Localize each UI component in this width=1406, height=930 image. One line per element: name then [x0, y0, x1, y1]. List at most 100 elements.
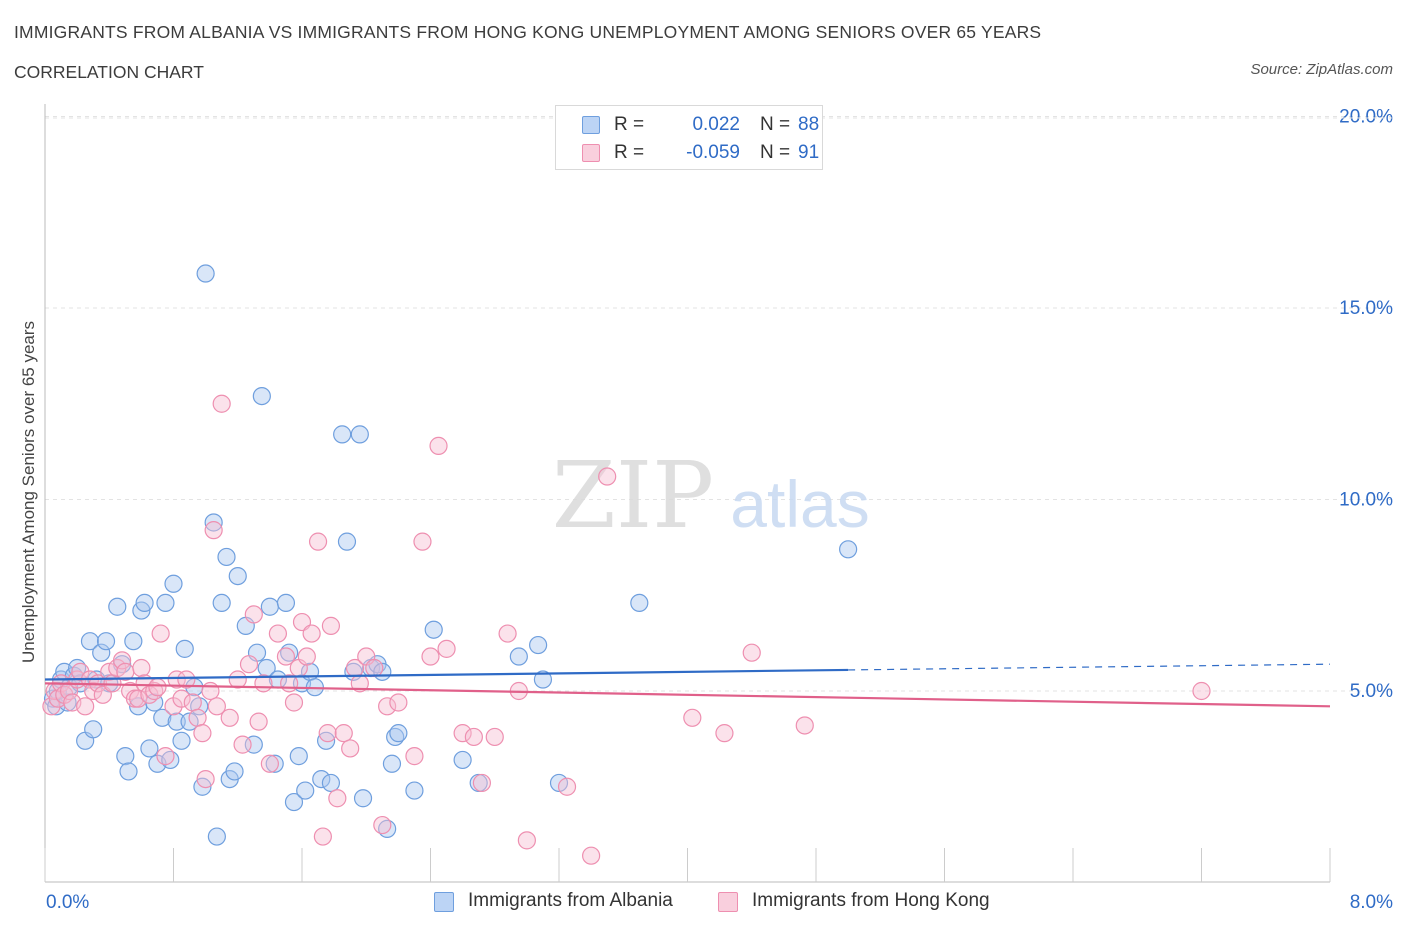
hongkong-point — [313, 827, 332, 846]
albania-point — [116, 747, 135, 766]
hongkong-point — [683, 708, 702, 727]
source-note: Source: ZipAtlas.com — [1250, 61, 1393, 78]
hongkong-point — [365, 658, 384, 678]
hongkong-point — [413, 532, 432, 551]
albania-point — [135, 593, 154, 613]
albania-n-label: N = — [760, 114, 791, 135]
albania-legend-label: Immigrants from Albania — [468, 890, 673, 911]
hongkong-point — [151, 624, 170, 643]
albania-point — [276, 593, 296, 613]
hongkong-point — [71, 662, 90, 681]
hongkong-point — [485, 727, 504, 747]
albania-point — [124, 632, 143, 651]
albania-point — [839, 540, 858, 559]
hongkong-point — [598, 467, 617, 486]
hongkong-point — [421, 647, 440, 666]
albania-point — [630, 593, 649, 613]
hongkong-point — [742, 643, 761, 662]
y-axis-label: Unemployment Among Seniors over 65 years — [19, 321, 38, 663]
hongkong-r-value: -0.059 — [686, 142, 740, 163]
chart-title: IMMIGRANTS FROM ALBANIA VS IMMIGRANTS FR… — [14, 22, 1042, 42]
hongkong-point — [328, 789, 347, 808]
hongkong-point — [148, 678, 167, 697]
albania-n-value: 88 — [798, 114, 820, 135]
albania-r-value: 0.022 — [692, 114, 740, 135]
albania-point — [156, 593, 175, 613]
x-tick-label-min: 0.0% — [46, 892, 89, 913]
hongkong-point — [517, 831, 536, 850]
hongkong-r-label: R = — [614, 142, 645, 163]
hongkong-point — [249, 712, 268, 731]
hongkong-point — [129, 689, 148, 708]
hongkong-point — [228, 670, 247, 689]
albania-point — [424, 620, 443, 639]
albania-point — [196, 264, 215, 283]
hongkong-point — [308, 532, 328, 551]
albania-point — [108, 597, 127, 616]
hongkong-point — [244, 605, 263, 624]
hongkong-point — [321, 616, 341, 635]
hongkong-point — [220, 708, 239, 727]
albania-point — [284, 792, 304, 812]
hongkong-point — [193, 724, 212, 743]
albania-swatch — [582, 116, 600, 134]
hongkong-point — [132, 658, 151, 678]
watermark-zip: ZIP — [552, 442, 714, 549]
hongkong-n-value: 91 — [798, 142, 820, 163]
bottom-legend-hongkong: Immigrants from Hong Kong — [718, 889, 1018, 915]
albania-trend-line — [44, 668, 849, 681]
hongkong-point — [268, 624, 288, 643]
albania-point — [353, 789, 373, 808]
albania-point — [289, 747, 308, 766]
hongkong-point — [177, 670, 196, 689]
albania-point — [533, 670, 553, 689]
x-tick-label-max: 8.0% — [1350, 892, 1393, 913]
hongkong-point — [204, 521, 223, 540]
albania-legend-swatch — [434, 892, 454, 912]
albania-point — [321, 773, 341, 793]
albania-point — [453, 750, 472, 770]
hongkong-point — [297, 647, 316, 666]
hongkong-point — [212, 394, 231, 413]
albania-point — [217, 547, 236, 567]
hongkong-point — [167, 670, 186, 689]
albania-point — [265, 754, 284, 773]
hongkong-point — [464, 727, 483, 747]
albania-point — [509, 647, 528, 666]
albania-point — [84, 720, 103, 739]
hongkong-point — [389, 693, 408, 712]
hongkong-point — [201, 681, 220, 701]
hongkong-point — [1192, 681, 1211, 701]
hongkong-point — [76, 697, 95, 716]
hongkong-point — [239, 655, 259, 674]
hongkong-point — [183, 693, 202, 712]
albania-point — [252, 386, 271, 406]
hongkong-point — [341, 739, 360, 758]
hongkong-legend-swatch — [718, 892, 738, 912]
hongkong-point — [207, 697, 226, 716]
hongkong-point — [498, 624, 517, 643]
albania-point — [350, 425, 369, 444]
y-tick-label: 5.0% — [1350, 681, 1393, 702]
bottom-legend-albania: Immigrants from Albania — [434, 889, 704, 915]
albania-point — [260, 597, 279, 616]
hongkong-point — [437, 639, 456, 658]
hongkong-point — [284, 693, 304, 712]
albania-point — [529, 635, 548, 655]
albania-point — [312, 769, 331, 789]
albania-point — [80, 632, 100, 651]
albania-point — [382, 754, 402, 773]
albania-point — [92, 643, 111, 662]
watermark-atlas: atlas — [730, 467, 869, 541]
albania-point — [153, 708, 172, 727]
albania-trend-extension — [848, 663, 1331, 671]
albania-point — [333, 425, 352, 444]
albania-point — [119, 762, 138, 781]
hongkong-point — [276, 647, 296, 666]
hongkong-point — [453, 724, 472, 743]
albania-point — [164, 574, 183, 593]
albania-point — [316, 731, 336, 750]
hongkong-point — [196, 769, 215, 789]
hongkong-point — [378, 697, 397, 716]
